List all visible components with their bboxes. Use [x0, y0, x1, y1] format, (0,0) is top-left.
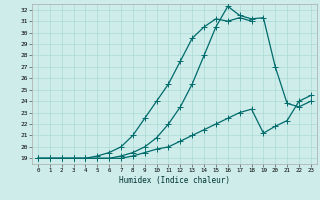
- X-axis label: Humidex (Indice chaleur): Humidex (Indice chaleur): [119, 176, 230, 185]
